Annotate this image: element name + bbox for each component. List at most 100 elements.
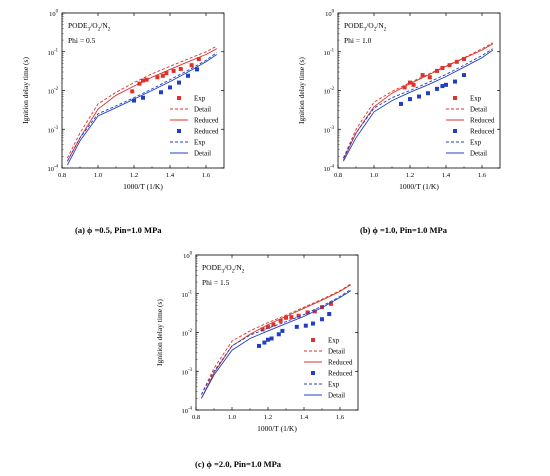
chart-1-y-axis-title: Ignition delay time (s) [297, 57, 306, 124]
chart-0-series-4-line [67, 52, 218, 162]
chart-0-x-tick-label: 1.4 [166, 172, 175, 179]
chart-0-series-0-point [189, 63, 194, 68]
chart-1-series-0-point [447, 63, 452, 68]
chart-0-legend-label: Exp [194, 139, 206, 147]
chart-0-x-tick-label: 1.2 [130, 172, 138, 179]
chart-0-legend-marker [177, 96, 181, 100]
chart-0-y-tick-label: 10-1 [48, 48, 59, 57]
chart-0-series-3-point [186, 73, 190, 78]
chart-2-x-axis-title: 1000/T (1/K) [257, 424, 297, 433]
chart-2-legend-label: Reduced [328, 359, 353, 367]
chart-2-y-tick-label: 100 [183, 252, 193, 261]
chart-1-legend-marker [453, 129, 457, 133]
chart-1-series-2-line [342, 43, 494, 161]
chart-1-legend-label: Exp [470, 95, 482, 103]
chart-0-series-0-point [171, 68, 176, 73]
chart-1-series-0-point [402, 85, 407, 90]
chart-1-x-axis-title: 1000/T (1/K) [399, 182, 439, 191]
chart-0-y-axis-title: Ignition delay time (s) [21, 57, 30, 124]
chart-1-series-3-point [462, 73, 466, 78]
chart-2-legend-label: Exp [328, 337, 340, 345]
chart-0-phi-annotation: Phi = 0.5 [68, 36, 96, 45]
chart-0-legend-label: Exp [194, 95, 206, 103]
chart-1-y-tick-label: 10-2 [324, 87, 335, 96]
chart-2-caption: (c) ϕ =2.0, Pin=1.0 MPa [195, 459, 282, 469]
chart-1-series-3-point [453, 79, 457, 84]
chart-1-series-5-line [343, 49, 494, 162]
chart-1-y-tick-label: 100 [325, 10, 335, 19]
chart-2-series-3-point [269, 336, 274, 341]
chart-0-y-tick-label: 10-2 [48, 87, 59, 96]
chart-2-series-3-point [320, 317, 324, 322]
chart-0-y-tick-label: 10-3 [48, 126, 59, 135]
chart-0-x-axis-title: 1000/T (1/K) [123, 182, 163, 191]
chart-2-series-0-point [266, 324, 270, 329]
chart-1-x-tick-label: 0.8 [334, 172, 342, 179]
chart-1-y-tick-label: 10-4 [324, 165, 335, 174]
chart-2-x-tick-label: 1.4 [300, 414, 309, 421]
chart-0-legend-label: Detail [194, 150, 211, 158]
chart-0-x-tick-label: 1.0 [94, 172, 102, 179]
chart-2-series-0-point [271, 322, 276, 327]
chart-1-legend-label: Detail [470, 106, 487, 114]
chart-0-legend-marker [177, 129, 181, 133]
chart-1-series-3-point [417, 94, 421, 99]
chart-0-series-3-point [177, 80, 181, 85]
chart-0-mixture-annotation: PODE3/O2/N2 [68, 21, 111, 33]
chart-0-legend-label: Detail [194, 106, 211, 114]
chart-1-y-tick-label: 10-1 [324, 48, 335, 57]
chart-2-legend-label: Detail [328, 348, 345, 356]
chart-2-series-1-line [200, 283, 352, 395]
chart-0-y-tick-label: 100 [49, 10, 59, 19]
chart-0-series-2-line [67, 48, 218, 162]
chart-2-series-3-point [311, 321, 315, 326]
chart-1-x-tick-label: 1.6 [478, 172, 487, 179]
chart-1-legend-label: Reduced [470, 128, 495, 136]
chart-2-series-2-line [200, 284, 352, 399]
chart-1-caption: (b) ϕ =1.0, Pin=1.0 MPa [360, 225, 448, 235]
chart-1-legend-marker [453, 96, 457, 100]
chart-2-x-tick-label: 1.6 [336, 414, 345, 421]
chart-1-series-3-point [426, 91, 430, 96]
chart-0-series-0-point [178, 66, 183, 71]
chart-2-series-0-point [296, 313, 301, 318]
chart-1-series-3-point [435, 86, 439, 91]
chart-2-y-tick-label: 10-3 [182, 368, 193, 377]
chart-0-caption: (a) ϕ =0.5, Pin=1.0 MPa [75, 225, 162, 235]
chart-0-series-0-point [164, 71, 169, 76]
chart-0-series-3-point [195, 67, 199, 72]
chart-2-legend-label: Detail [328, 392, 345, 400]
chart-2-series-3-point [266, 337, 270, 342]
chart-1-series-1-line [342, 42, 494, 159]
chart-2-series-0-point [289, 315, 294, 320]
chart-2-series-5-line [201, 290, 352, 399]
chart-2-series-4-line [201, 288, 352, 395]
chart-panel-c: 0.8 1.0 1.2 1.4 1.6 10-4 10-3 10-2 10-1 100 1000/T… [155, 252, 359, 469]
chart-0-series-0-point [141, 78, 145, 83]
chart-0-series-3-point [159, 90, 163, 95]
chart-2-x-tick-label: 0.8 [192, 414, 200, 421]
chart-1-series-0-point [462, 56, 466, 61]
chart-1-series-3-point [399, 101, 403, 106]
chart-2-series-3-point [303, 323, 308, 328]
chart-1-legend-label: Detail [470, 150, 487, 158]
chart-1-series-0-point [420, 73, 425, 78]
chart-0-series-0-point [130, 89, 135, 94]
chart-1-legend-label: Exp [470, 139, 482, 147]
chart-0-series-0-point [155, 75, 160, 80]
chart-1-x-tick-label: 1.0 [370, 172, 378, 179]
chart-2-series-3-point [276, 332, 281, 337]
chart-2-y-tick-label: 10-2 [182, 329, 193, 338]
chart-2-series-3-point [262, 340, 267, 345]
chart-panel-b: 0.8 1.0 1.2 1.4 1.6 10-4 10-3 10-2 10-1 100 1000/T… [297, 10, 501, 235]
chart-2-series-3-point [280, 328, 285, 333]
chart-0-x-tick-label: 0.8 [58, 172, 66, 179]
chart-2-y-tick-label: 10-4 [182, 407, 193, 416]
chart-2-mixture-annotation: PODE3/O2/N2 [202, 263, 245, 275]
chart-1-x-tick-label: 1.2 [406, 172, 414, 179]
chart-2-legend-label: Reduced [328, 370, 353, 378]
chart-0-series-1-line [66, 45, 218, 159]
chart-1-y-tick-label: 10-3 [324, 126, 335, 135]
chart-2-legend-marker [311, 338, 315, 342]
